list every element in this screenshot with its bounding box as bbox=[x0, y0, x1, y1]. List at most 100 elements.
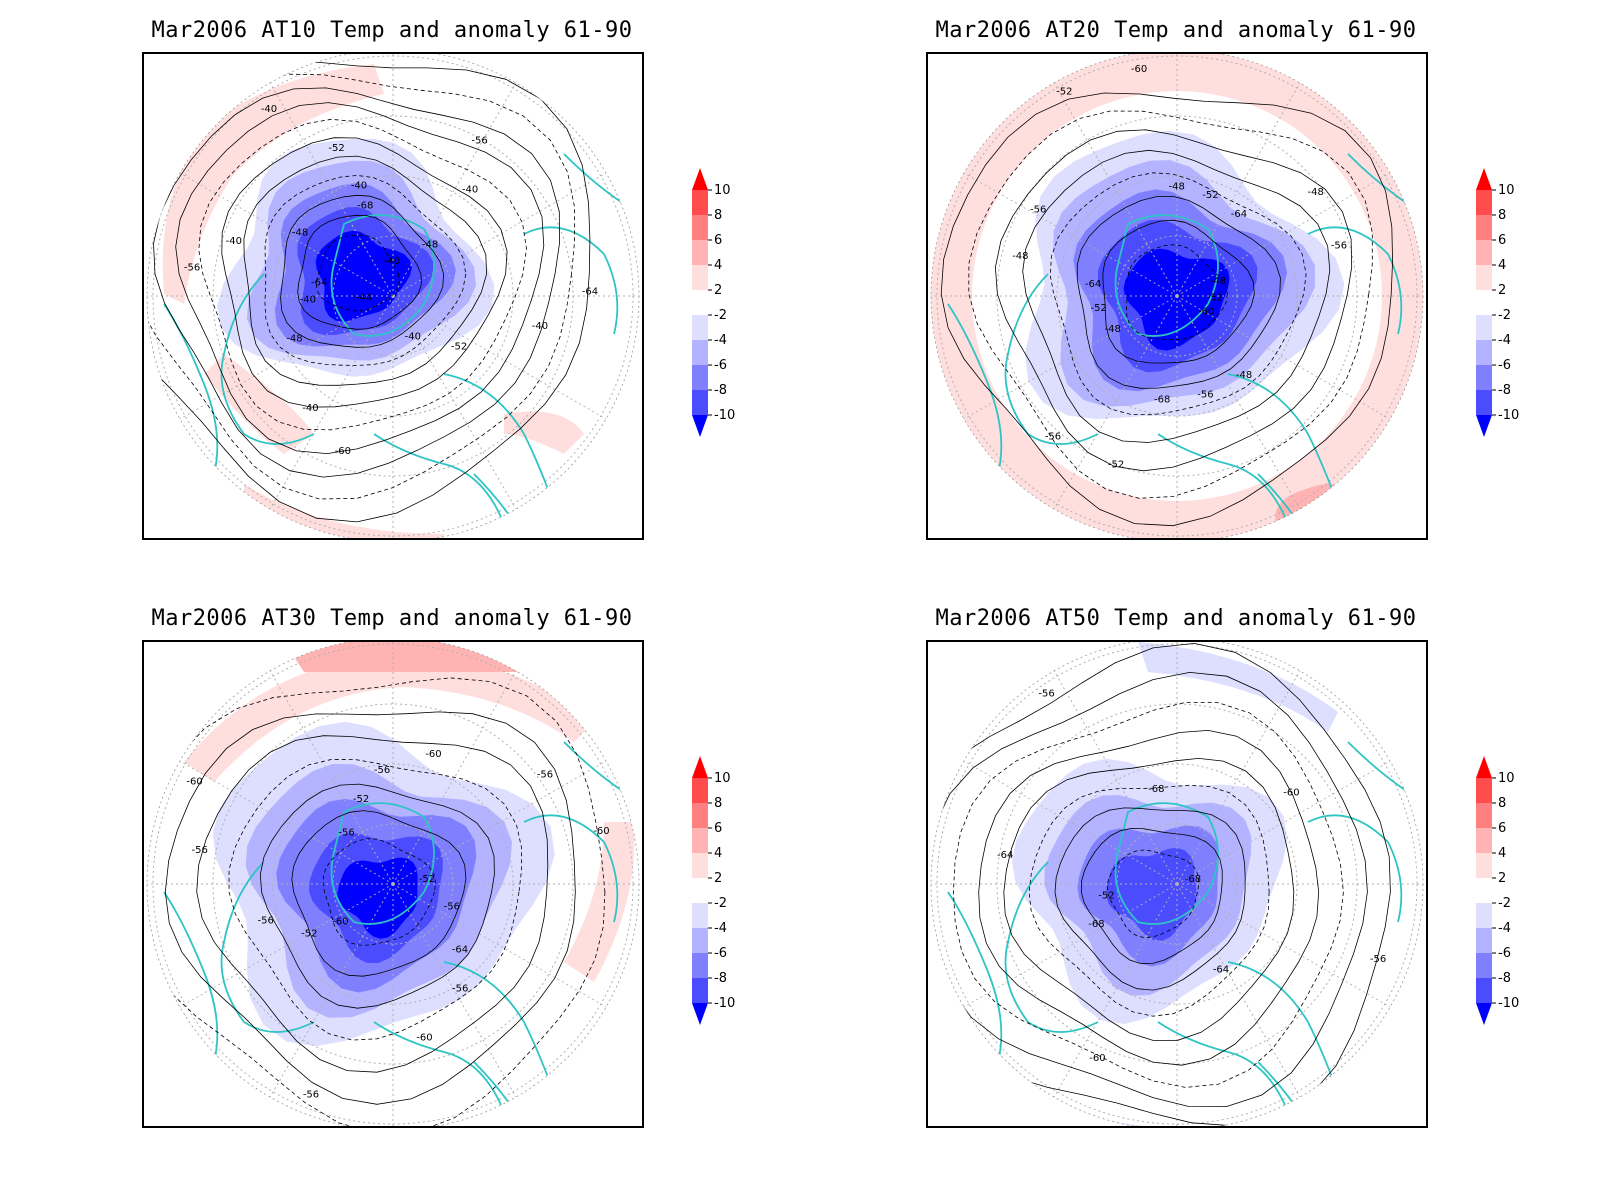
contour-label: -40 bbox=[226, 236, 242, 247]
map-frame: -68 -68 -68 -64 -64 -60 -60 -56 -56 -52 bbox=[926, 640, 1428, 1128]
warm-anomaly bbox=[162, 64, 384, 304]
meridian bbox=[179, 295, 394, 420]
colorbar-label: 6 bbox=[1498, 821, 1506, 836]
meridian bbox=[1053, 295, 1178, 510]
panel-title: Mar2006 AT30 Temp and anomaly 61-90 bbox=[151, 606, 633, 631]
colorbar-segment bbox=[692, 290, 708, 315]
colorbar-label: -2 bbox=[1498, 308, 1511, 323]
coastline bbox=[563, 153, 625, 205]
colorbar-label: 2 bbox=[714, 871, 722, 886]
temperature-contour bbox=[198, 118, 527, 431]
contour-label: -48 bbox=[1169, 181, 1185, 192]
contour-label: -40 bbox=[351, 180, 367, 191]
polar-map: -68 -68 -68 -64 -64 -60 -60 -56 -56 -52 bbox=[930, 642, 1424, 1126]
cold-anomaly bbox=[1123, 248, 1230, 351]
colorbar-label: -6 bbox=[1498, 946, 1511, 961]
temperature-contour bbox=[322, 838, 437, 946]
temperature-contour bbox=[175, 102, 545, 455]
colorbar-segment bbox=[692, 878, 708, 903]
contour-label: -56 bbox=[444, 902, 460, 913]
colorbar-segment bbox=[1476, 290, 1492, 315]
colorbar-label: -4 bbox=[1498, 333, 1511, 348]
temperature-contour bbox=[931, 671, 1368, 1108]
contour-label: -44 bbox=[356, 292, 372, 303]
coastline bbox=[220, 861, 315, 1033]
contour-label: -64 bbox=[1231, 209, 1247, 220]
polar-map: -52 -52 -56 -56 -56 -56 -56 -56 -56 -56 -60 -60 -60 -… bbox=[146, 642, 640, 1126]
colorbar-segment bbox=[1476, 390, 1492, 415]
contour-label: -60 bbox=[1283, 787, 1299, 798]
contour-label: -60 bbox=[1089, 1053, 1105, 1064]
contour-label: -56 bbox=[1045, 431, 1061, 442]
map-frame: -48 -48 -48 -48 -48 -48 -52 -52 -52 -52 -52 -56 -56 -… bbox=[926, 52, 1428, 540]
map-edge bbox=[930, 54, 1424, 538]
panel-title: Mar2006 AT50 Temp and anomaly 61-90 bbox=[935, 606, 1417, 631]
colorbar-segment bbox=[1476, 190, 1492, 215]
meridian bbox=[269, 670, 394, 885]
coastline bbox=[1307, 814, 1403, 923]
colorbar-svg: 10 8 6 4 2 -2 -4 -6 -8 -10 bbox=[692, 756, 735, 1025]
colorbar-segment bbox=[692, 215, 708, 240]
colorbar-label: 8 bbox=[714, 208, 722, 223]
colorbar-label: -2 bbox=[1498, 896, 1511, 911]
colorbar-segment bbox=[692, 315, 708, 340]
contour-label: -64 bbox=[452, 944, 468, 955]
colorbar-segment bbox=[1476, 240, 1492, 265]
coastline bbox=[330, 802, 435, 925]
colorbar-label: -10 bbox=[714, 408, 735, 423]
colorbar-label: -4 bbox=[714, 333, 727, 348]
meridian bbox=[392, 670, 517, 885]
temperature-contour bbox=[264, 174, 467, 366]
colorbar-label: -8 bbox=[1498, 383, 1511, 398]
map-disc: -48 -48 -48 -48 -48 -48 -52 -52 -52 -52 -52 -56 -56 -… bbox=[931, 54, 1423, 538]
map-disc: -68 -68 -68 -64 -64 -60 -60 -56 -56 -52 bbox=[931, 642, 1423, 1126]
colorbar-segment bbox=[692, 340, 708, 365]
contour-label: -48 bbox=[1308, 187, 1324, 198]
colorbar: 10 8 6 4 2 -2 -4 -6 -8 -10 bbox=[1472, 756, 1532, 1046]
meridian bbox=[269, 295, 394, 510]
temperature-contour bbox=[291, 810, 467, 977]
polar-map: -40 -40 -40 -40 -40 -40 -40 -40 -40 -44 -48 -48 -48 -… bbox=[146, 54, 640, 538]
colorbar-label: 6 bbox=[1498, 233, 1506, 248]
colorbar-label: -2 bbox=[714, 308, 727, 323]
contour-label: -56 bbox=[184, 262, 200, 273]
coastline bbox=[163, 891, 219, 1063]
colorbar-label: 4 bbox=[1498, 258, 1506, 273]
contour-label: -52 bbox=[419, 874, 435, 885]
colorbar-segment bbox=[692, 953, 708, 978]
meridian bbox=[1053, 883, 1178, 1098]
coastline bbox=[373, 1021, 505, 1113]
meridian bbox=[963, 760, 1178, 885]
colorbar-segment bbox=[692, 265, 708, 290]
colorbar-arrow-top bbox=[1476, 168, 1492, 190]
contour-label: -40 bbox=[300, 295, 316, 306]
contour-label: -56 bbox=[537, 770, 553, 781]
contour-label: -40 bbox=[462, 185, 478, 196]
contour-label: -52 bbox=[1207, 292, 1223, 303]
meridian bbox=[1176, 82, 1301, 297]
colorbar-label: 4 bbox=[1498, 846, 1506, 861]
contour-label: -60 bbox=[335, 446, 351, 457]
meridian bbox=[1053, 82, 1178, 297]
contour-label: -56 bbox=[452, 983, 468, 994]
temperature-contour bbox=[1125, 244, 1228, 341]
temperature-contour bbox=[147, 73, 576, 500]
coastline bbox=[1307, 226, 1403, 335]
meridian bbox=[1176, 670, 1301, 885]
contour-label: -52 bbox=[1202, 190, 1218, 201]
colorbar-label: 8 bbox=[1498, 796, 1506, 811]
coastline bbox=[1157, 433, 1289, 525]
colorbar-segment bbox=[1476, 340, 1492, 365]
contour-label: -52 bbox=[1108, 460, 1124, 471]
colorbar: 10 8 6 4 2 -2 -4 -6 -8 -10 bbox=[688, 168, 748, 458]
contour-label: -40 bbox=[302, 403, 318, 414]
contour-label: -48 bbox=[292, 227, 308, 238]
contour-label: -56 bbox=[1197, 389, 1213, 400]
contour-label: -60 bbox=[425, 749, 441, 760]
colorbar-segment bbox=[692, 853, 708, 878]
contour-label: -56 bbox=[192, 845, 208, 856]
meridian bbox=[392, 172, 607, 297]
colorbar-segment bbox=[1476, 265, 1492, 290]
contour-label: -48 bbox=[422, 240, 438, 251]
colorbar-arrow-bottom bbox=[692, 415, 708, 437]
